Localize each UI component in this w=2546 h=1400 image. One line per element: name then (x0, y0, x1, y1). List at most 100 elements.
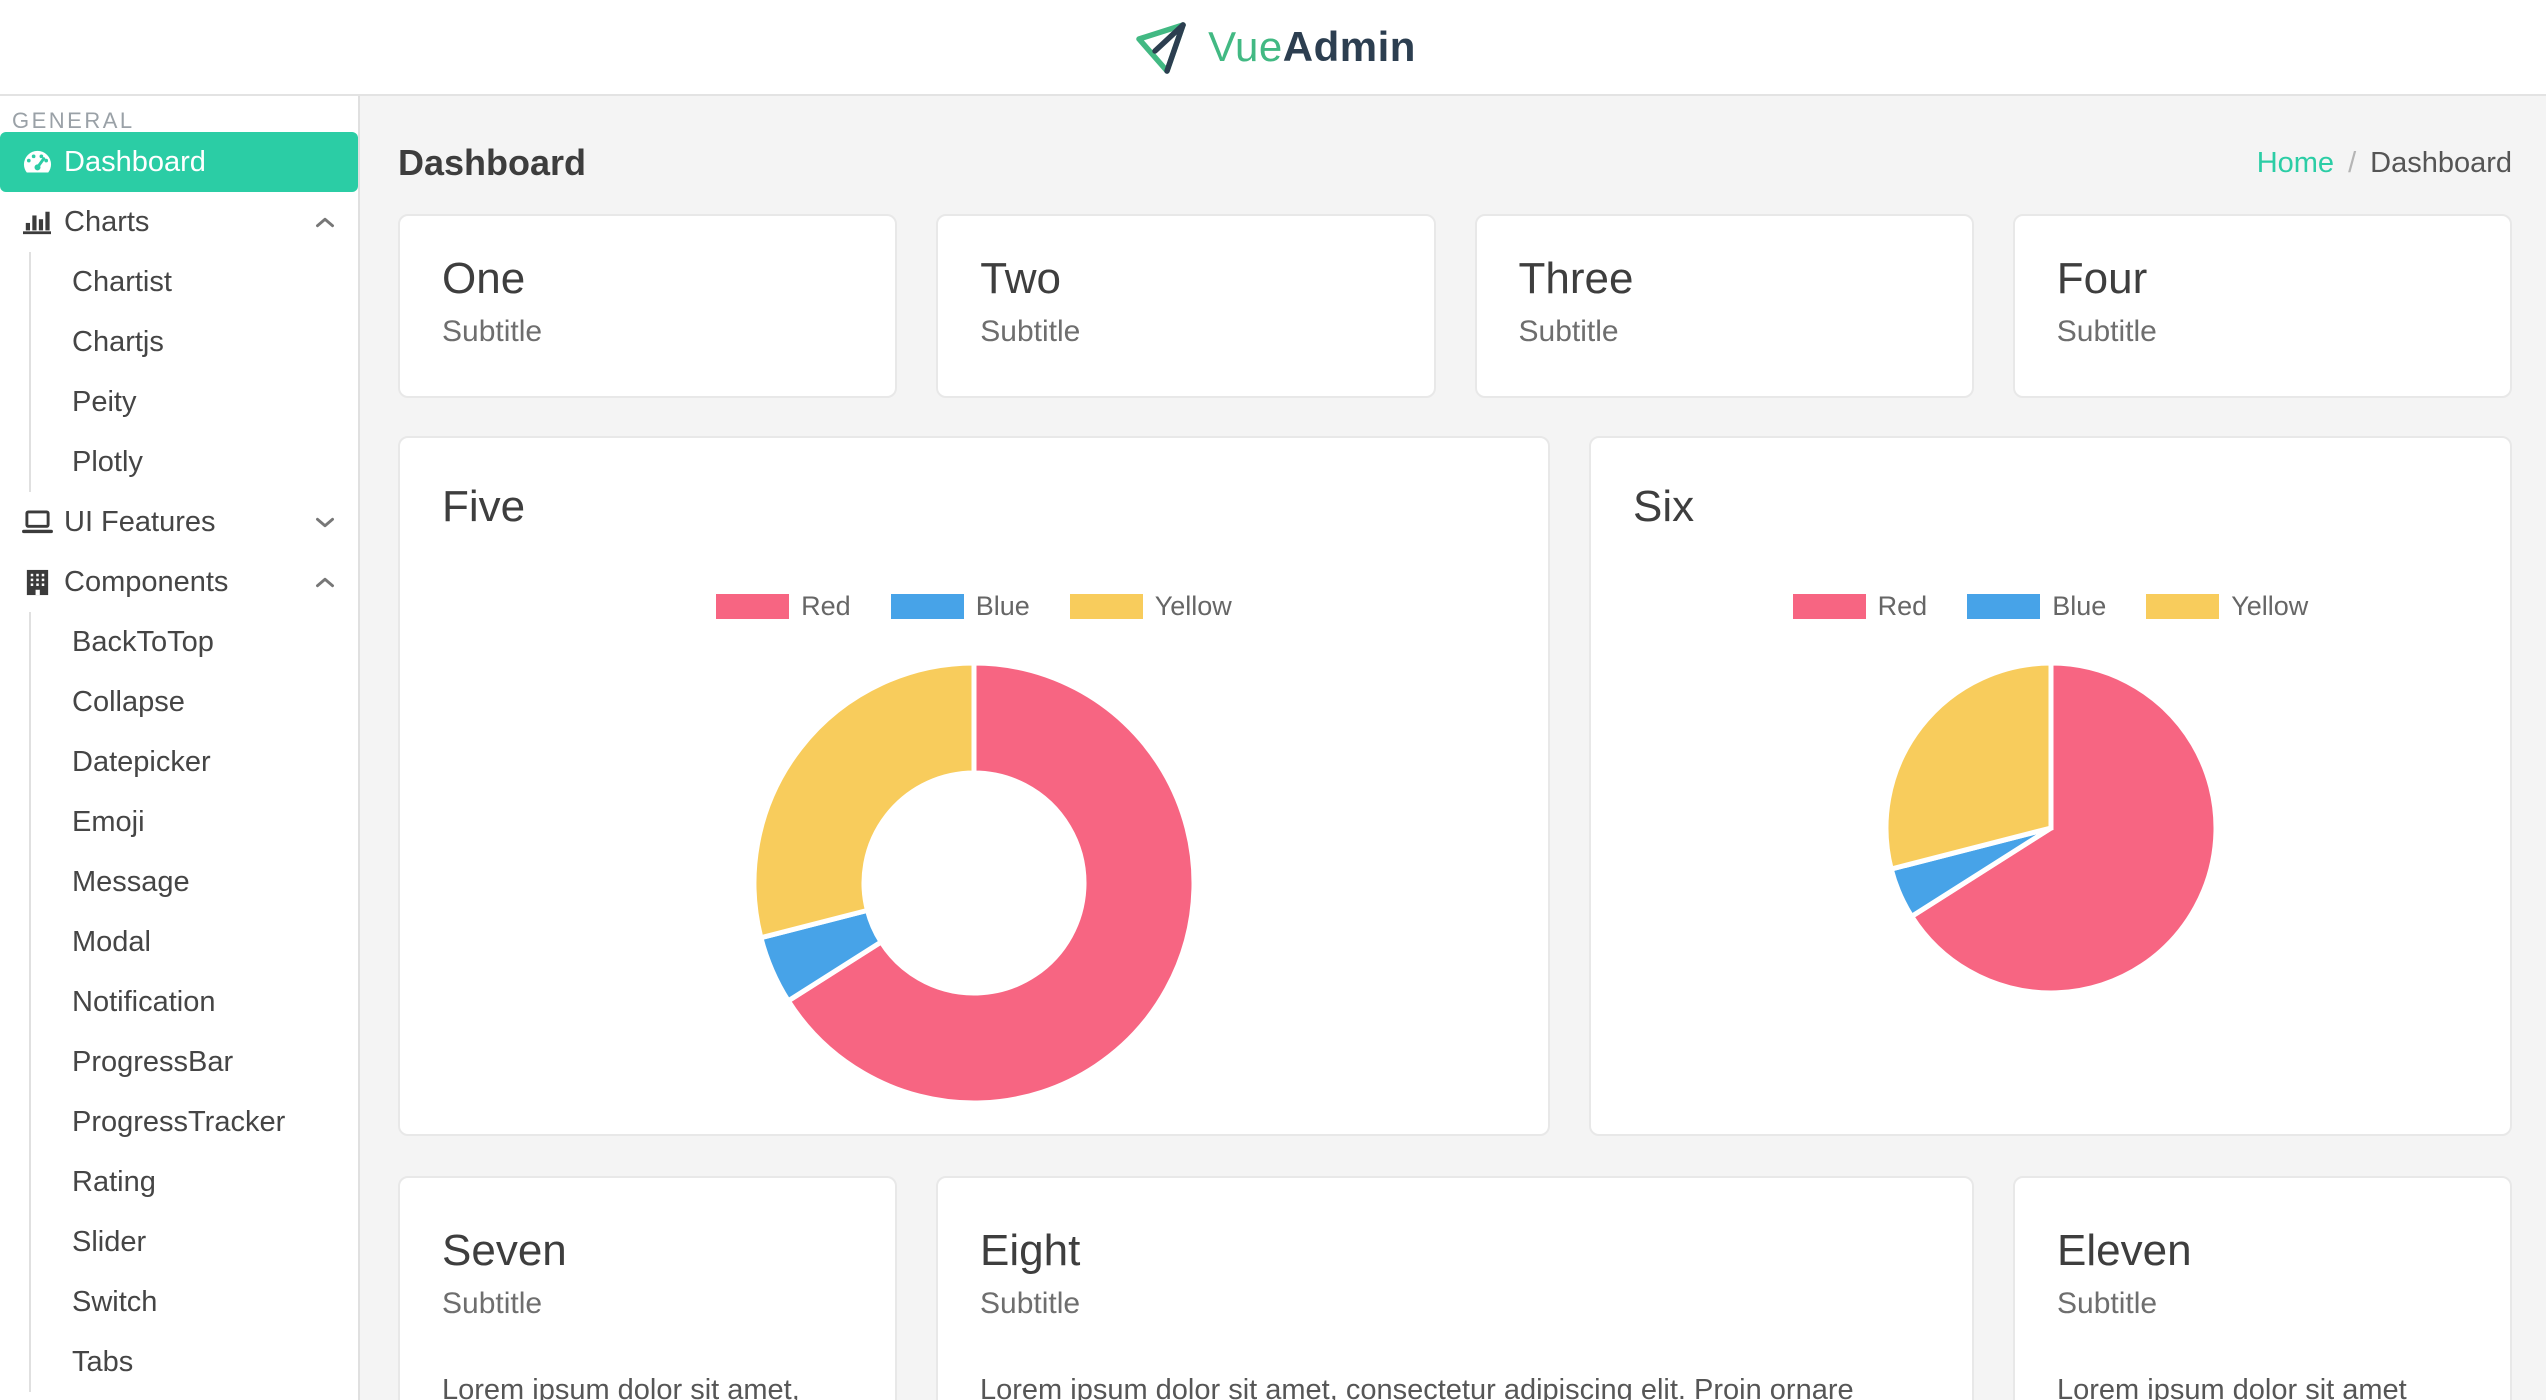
chart-legend: Red Blue Yellow (1633, 591, 2468, 622)
legend-label: Yellow (2231, 590, 2309, 621)
legend-item-yellow[interactable]: Yellow (2146, 591, 2308, 622)
sidebar-subitem-emoji[interactable]: Emoji (72, 805, 145, 838)
card-subtitle: Subtitle (980, 314, 1081, 348)
card-title: Seven (442, 1226, 567, 1275)
pie-chart[interactable] (1882, 660, 2219, 996)
sidebar-item-charts[interactable]: Charts (0, 192, 358, 252)
sidebar-item-ui-features[interactable]: UI Features (0, 492, 358, 552)
legend-item-red[interactable]: Red (716, 591, 851, 622)
brand-vue: Vue (1208, 23, 1283, 70)
legend-item-blue[interactable]: Blue (890, 590, 1030, 622)
stats-card-row: One Subtitle Two Subtitle Three Subtitle… (398, 214, 2512, 398)
card-subtitle: Subtitle (2057, 1286, 2158, 1320)
breadcrumb-home-link[interactable]: Home (2256, 146, 2335, 179)
sidebar-item-label: Charts (64, 205, 150, 238)
card-body-text: Lorem ipsum dolor sit amet, (442, 1373, 800, 1400)
legend-label: Blue (2052, 590, 2107, 621)
card-eight: Eight Subtitle Lorem ipsum dolor sit ame… (936, 1176, 1974, 1400)
doughnut-chart[interactable] (751, 660, 1197, 1106)
logo[interactable]: VueAdmin (1130, 18, 1416, 76)
chart-slice-red[interactable] (1907, 660, 2218, 996)
sidebar-subitem-switch[interactable]: Switch (72, 1285, 158, 1318)
sidebar-subitem-backtotop[interactable]: BackToTop (72, 625, 214, 658)
card-subtitle: Subtitle (1518, 314, 1619, 348)
breadcrumb: Home / Dashboard (2257, 147, 2512, 180)
brand-admin: Admin (1282, 23, 1416, 70)
sidebar-item-dashboard[interactable]: Dashboard (0, 132, 358, 192)
breadcrumb-current: Dashboard (2370, 146, 2512, 179)
card-six: Six Red Blue Yellow (1589, 436, 2512, 1136)
card-subtitle: Subtitle (442, 314, 543, 348)
chart-slice-yellow[interactable] (1882, 660, 2053, 872)
chevron-down-icon (314, 516, 336, 529)
chart-slice-red[interactable] (784, 660, 1197, 1106)
legend-swatch-yellow (2146, 593, 2220, 619)
card-three: Three Subtitle (1474, 214, 1974, 398)
app-header: VueAdmin (0, 0, 2546, 96)
card-title: Four (2056, 254, 2148, 303)
card-title: Six (1633, 482, 1695, 531)
card-title: Three (1518, 254, 1634, 303)
sidebar-subitem-message[interactable]: Message (72, 865, 190, 898)
card-title: Eleven (2057, 1226, 2192, 1275)
legend-label: Yellow (1154, 590, 1232, 621)
legend-item-red[interactable]: Red (1792, 590, 1928, 622)
legend-swatch-blue (890, 593, 964, 619)
card-subtitle: Subtitle (2056, 314, 2157, 348)
card-title: Five (442, 482, 526, 531)
chevron-up-icon (314, 576, 336, 589)
card-body-text: Lorem ipsum dolor sit amet, consectetur … (980, 1373, 1854, 1400)
main-content: Dashboard Home / Dashboard One Subtitle … (360, 96, 2546, 1400)
legend-swatch-blue (1967, 593, 2041, 619)
sidebar-subitem-rating[interactable]: Rating (72, 1165, 156, 1198)
components-submenu: BackToTop Collapse Datepicker Emoji Mess… (0, 612, 358, 1392)
text-card-row: Seven Subtitle Lorem ipsum dolor sit ame… (398, 1176, 2512, 1400)
card-body-text: Lorem ipsum dolor sit amet (2057, 1373, 2407, 1400)
chart-legend: Red Blue Yellow (442, 591, 1506, 622)
card-subtitle: Subtitle (980, 1286, 1081, 1320)
sidebar-item-label: Components (64, 565, 229, 598)
breadcrumb-separator: / (2348, 146, 2357, 179)
card-title: Eight (980, 1226, 1081, 1275)
sidebar-subitem-peity[interactable]: Peity (72, 385, 137, 418)
sidebar-subitem-chartjs[interactable]: Chartjs (72, 325, 164, 358)
sidebar-section-label: GENERAL (12, 108, 135, 133)
laptop-icon (18, 509, 56, 536)
sidebar: GENERAL Dashboard (0, 96, 360, 1400)
card-eleven: Eleven Subtitle Lorem ipsum dolor sit am… (2013, 1176, 2512, 1400)
sidebar-subitem-modal[interactable]: Modal (72, 925, 151, 958)
chart-card-row: Five Red Blue Yellow (398, 436, 2512, 1136)
legend-label: Red (1877, 590, 1928, 621)
legend-label: Red (801, 590, 851, 621)
pie-chart-block: Red Blue Yellow (1633, 591, 2468, 996)
building-icon (18, 568, 56, 597)
charts-submenu: Chartist Chartjs Peity Plotly (0, 252, 358, 492)
legend-swatch-red (1792, 593, 1866, 619)
card-two: Two Subtitle (936, 214, 1436, 398)
sidebar-subitem-collapse[interactable]: Collapse (72, 685, 185, 718)
card-title: One (442, 254, 526, 303)
sidebar-item-components[interactable]: Components (0, 552, 358, 612)
sidebar-subitem-slider[interactable]: Slider (72, 1225, 147, 1258)
bar-chart-icon (18, 208, 56, 236)
sidebar-subitem-datepicker[interactable]: Datepicker (72, 745, 211, 778)
sidebar-subitem-chartist[interactable]: Chartist (72, 265, 172, 298)
doughnut-chart-block: Red Blue Yellow (442, 591, 1506, 1106)
sidebar-subitem-plotly[interactable]: Plotly (72, 445, 143, 478)
chart-slice-yellow[interactable] (751, 660, 977, 941)
card-subtitle: Subtitle (442, 1286, 543, 1320)
card-one: One Subtitle (398, 214, 898, 398)
sidebar-subitem-progressbar[interactable]: ProgressBar (72, 1045, 234, 1078)
legend-label: Blue (975, 590, 1030, 621)
sidebar-subitem-notification[interactable]: Notification (72, 985, 216, 1018)
legend-swatch-yellow (1069, 593, 1143, 619)
legend-item-blue[interactable]: Blue (1967, 591, 2106, 622)
legend-swatch-red (716, 593, 790, 619)
sidebar-item-label: Dashboard (64, 145, 206, 178)
dashboard-gauge-icon (18, 148, 56, 177)
sidebar-subitem-progresstracker[interactable]: ProgressTracker (72, 1105, 286, 1138)
sidebar-subitem-tabs[interactable]: Tabs (72, 1345, 134, 1378)
legend-item-yellow[interactable]: Yellow (1069, 590, 1232, 622)
card-seven: Seven Subtitle Lorem ipsum dolor sit ame… (398, 1176, 897, 1400)
sidebar-item-label: UI Features (64, 505, 216, 538)
